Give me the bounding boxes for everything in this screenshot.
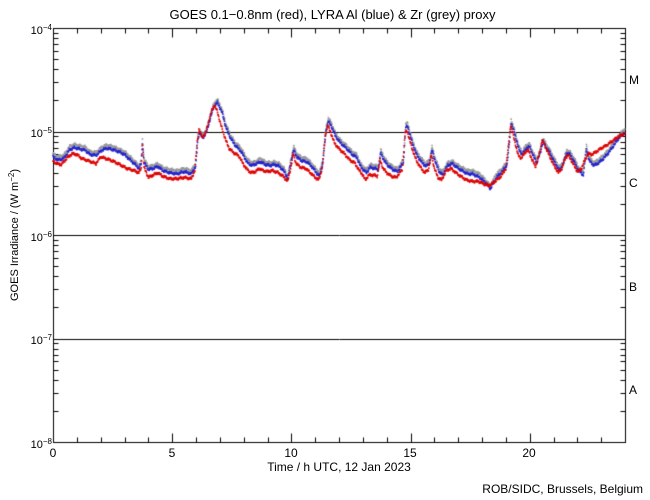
y-axis-title-exponent: −2 (7, 172, 16, 182)
y-tick-base: 10 (30, 335, 43, 347)
x-tick-label-5: 5 (168, 446, 176, 460)
y-tick-label-1e-5: 10−5 (14, 124, 52, 140)
y-tick-base: 10 (30, 25, 43, 37)
y-tick-exponent: −7 (42, 333, 52, 342)
x-tick-label-15: 15 (403, 446, 417, 460)
credit-text: ROB/SIDC, Brussels, Belgium (482, 482, 643, 496)
y-tick-label-1e-8: 10−8 (14, 435, 52, 451)
flare-class-C: C (629, 176, 638, 190)
chart-title: GOES 0.1−0.8nm (red), LYRA Al (blue) & Z… (169, 7, 496, 22)
y-tick-label-1e-6: 10−6 (14, 228, 52, 244)
x-tick-label-10: 10 (284, 446, 298, 460)
y-axis-title: GOES Irradiance / (W m−2) (7, 169, 21, 301)
flare-class-M: M (629, 73, 639, 87)
y-tick-base: 10 (30, 128, 43, 140)
y-tick-exponent: −5 (42, 126, 52, 135)
y-tick-base: 10 (30, 232, 43, 244)
flare-class-B: B (629, 280, 638, 294)
y-tick-base: 10 (30, 439, 43, 451)
x-axis-title: Time / h UTC, 12 Jan 2023 (267, 460, 411, 474)
x-tick-label-0: 0 (49, 446, 57, 460)
y-tick-exponent: −6 (42, 230, 52, 239)
y-tick-exponent: −4 (42, 23, 52, 32)
y-tick-exponent: −8 (42, 437, 52, 446)
x-tick-label-20: 20 (522, 446, 536, 460)
y-tick-label-1e-7: 10−7 (14, 331, 52, 347)
y-axis-title-text: GOES Irradiance / (W m (9, 181, 21, 301)
y-axis-title-suffix: ) (9, 169, 21, 173)
flare-class-A: A (629, 383, 638, 397)
y-tick-label-1e-4: 10−4 (14, 21, 52, 37)
